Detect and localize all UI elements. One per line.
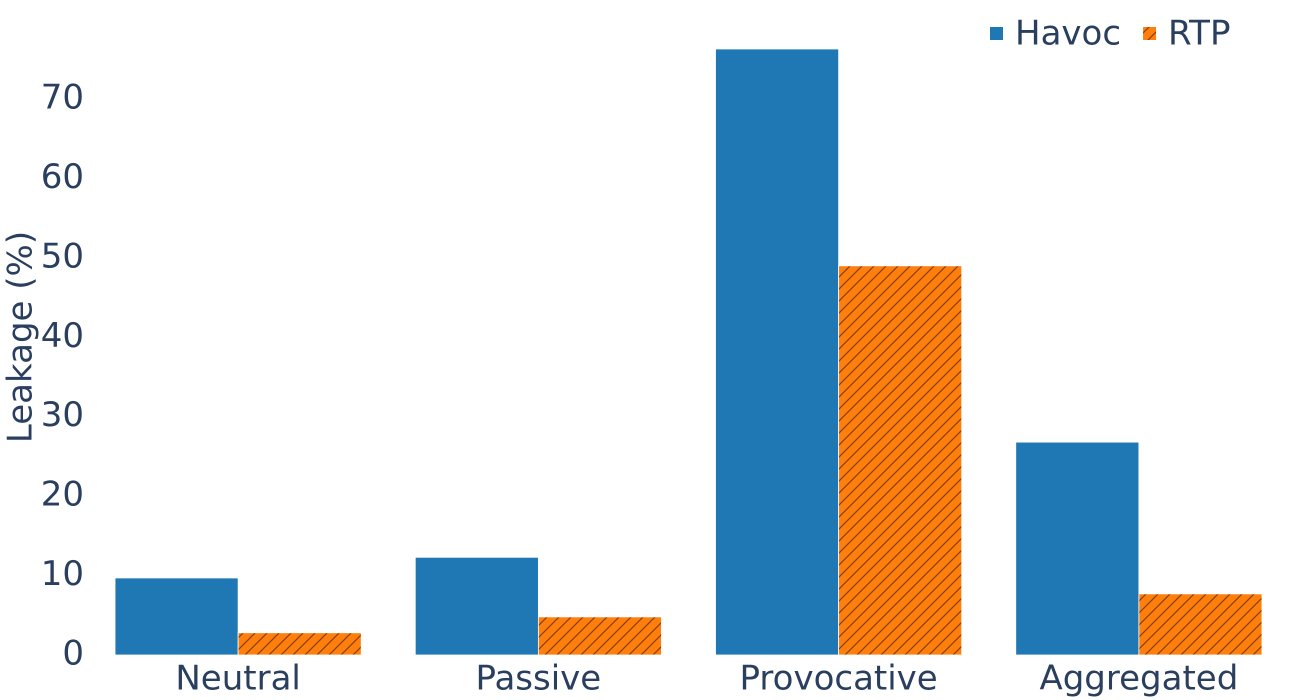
x-tick-label: Neutral <box>175 659 301 699</box>
bar <box>1138 593 1263 656</box>
bar <box>1015 441 1140 656</box>
legend-swatch <box>990 27 1003 40</box>
bar <box>537 616 662 656</box>
y-tick-label: 50 <box>41 236 84 276</box>
x-tick-label: Passive <box>476 659 602 699</box>
bar <box>114 577 239 656</box>
y-axis-label: Leakage (%) <box>1 231 41 443</box>
x-tick-label: Provocative <box>740 659 938 699</box>
y-tick-label: 10 <box>41 554 84 594</box>
bar <box>715 48 840 656</box>
y-tick-label: 20 <box>41 475 84 515</box>
y-tick-label: 60 <box>41 157 84 197</box>
bar <box>414 556 539 656</box>
bar <box>838 265 963 656</box>
legend-label: RTP <box>1168 14 1230 54</box>
y-tick-label: 40 <box>41 316 84 356</box>
y-tick-label: 70 <box>41 78 84 118</box>
legend-swatch <box>1143 27 1157 40</box>
legend-label: Havoc <box>1015 14 1121 54</box>
y-tick-label: 0 <box>62 634 84 674</box>
x-tick-label: Aggregated <box>1039 659 1238 699</box>
y-tick-label: 30 <box>41 395 84 435</box>
bar <box>237 632 362 656</box>
